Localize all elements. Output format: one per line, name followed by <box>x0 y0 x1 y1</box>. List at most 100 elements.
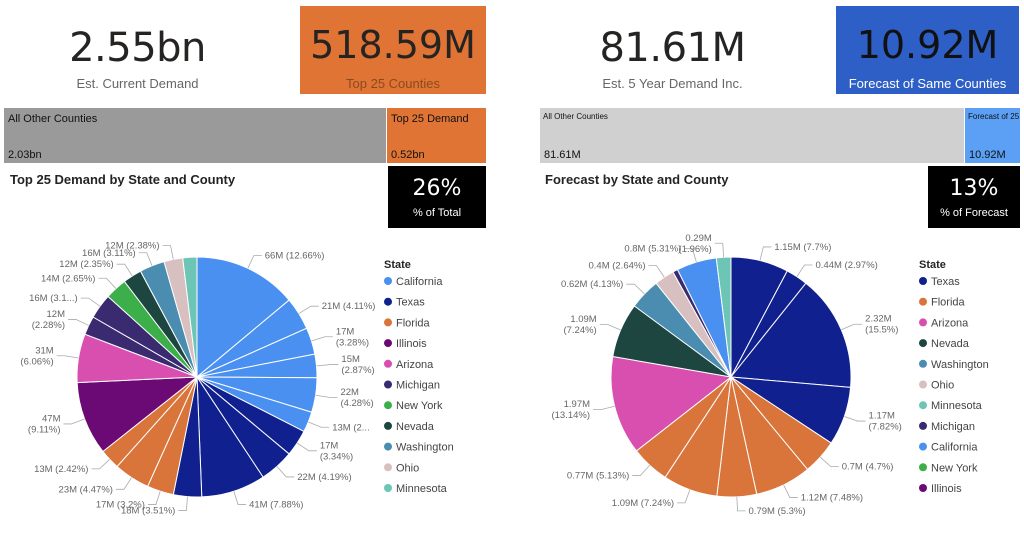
data-label: 17M (3.2%) <box>96 500 145 511</box>
card-value: 518.59M <box>310 23 476 67</box>
data-label: 1.09M (7.24%) <box>612 498 674 509</box>
right-section-title: Forecast by State and County <box>545 172 729 187</box>
forecast-same-counties-card: 10.92M Forecast of Same Counties <box>836 6 1019 94</box>
legend-item[interactable]: Ohio <box>931 380 954 392</box>
legend-item[interactable]: Minnesota <box>396 483 448 495</box>
legend-item[interactable]: Arizona <box>396 359 434 371</box>
data-label: 0.44M (2.97%) <box>816 260 878 271</box>
legend-marker <box>919 297 927 306</box>
data-label: 22M (4.19%) <box>297 472 351 483</box>
legend-1: State Texas Florida Arizona Nevada Washington… <box>919 259 989 495</box>
leader-line <box>599 324 621 331</box>
pie-slice-illinois[interactable] <box>76 376 199 453</box>
leader-line <box>67 319 89 326</box>
legend-item[interactable]: New York <box>931 462 978 474</box>
pct-label: % of Total <box>412 207 462 219</box>
leader-line <box>63 418 85 425</box>
data-label: 41M (7.88%) <box>249 500 303 511</box>
data-label: 66M (12.66%) <box>265 251 325 262</box>
pct-label: % of Forecast <box>940 207 1008 219</box>
bar-all-other-counties-forecast[interactable]: All Other Counties 81.61M <box>540 108 964 163</box>
leader-line <box>162 245 174 260</box>
leader-line <box>593 405 615 411</box>
bar-value: 2.03bn <box>8 149 42 161</box>
leader-line <box>759 246 772 261</box>
legend-item[interactable]: Florida <box>396 317 431 329</box>
leader-line <box>648 265 665 278</box>
legend-item[interactable]: Texas <box>396 297 425 309</box>
legend-marker <box>919 339 927 348</box>
leader-line <box>796 264 813 277</box>
bar-label: All Other Counties <box>8 113 98 125</box>
legend-item[interactable]: Arizona <box>931 317 969 329</box>
leader-line <box>315 394 338 398</box>
bar-top25-demand[interactable]: Top 25 Demand 0.52bn <box>387 108 486 163</box>
legend-item[interactable]: Michigan <box>396 380 440 392</box>
legend-item[interactable]: Washington <box>396 442 454 454</box>
pie-slice-minnesota[interactable] <box>182 256 198 378</box>
data-label: 17M (3.34%) <box>320 440 353 462</box>
legend-item[interactable]: California <box>931 442 978 454</box>
legend-marker <box>384 359 392 368</box>
data-label: 22M (4.28%) <box>340 387 373 409</box>
leader-line <box>276 466 295 478</box>
legend-marker <box>919 277 927 285</box>
data-label: 1.09M (7.24%) <box>563 314 596 336</box>
pct-value: 13% <box>949 176 999 201</box>
legend-item[interactable]: Illinois <box>931 483 962 495</box>
legend-marker <box>919 359 927 368</box>
legend-item[interactable]: Michigan <box>931 421 975 433</box>
legend-marker <box>384 421 392 430</box>
legend-marker <box>384 463 392 472</box>
est-current-demand-kpi: 2.55bn Est. Current Demand <box>30 28 245 91</box>
legend-marker <box>919 421 927 430</box>
legend-marker <box>919 401 927 410</box>
pie-slice-texas[interactable] <box>730 282 852 388</box>
leader-line <box>714 242 725 258</box>
bar-forecast-of-25[interactable]: Forecast of 25 10.92M <box>965 108 1020 163</box>
bar-all-other-counties[interactable]: All Other Counties 2.03bn <box>4 108 386 163</box>
leader-line <box>841 323 863 331</box>
legend-marker <box>384 401 392 410</box>
data-label: 0.29M (1.96%) <box>679 233 712 255</box>
legend-item[interactable]: Nevada <box>931 338 970 350</box>
data-label: 1.17M (7.82%) <box>869 411 902 433</box>
legend-item[interactable]: Nevada <box>396 421 435 433</box>
leader-line <box>91 458 110 470</box>
bar-value: 81.61M <box>544 149 581 161</box>
legend-marker <box>384 297 392 306</box>
data-label: 1.15M (7.7%) <box>774 242 831 253</box>
legend-item[interactable]: California <box>396 276 443 288</box>
legend-marker <box>384 318 392 327</box>
legend-item[interactable]: Texas <box>931 276 960 288</box>
leader-line <box>632 465 651 476</box>
leader-line <box>677 489 691 504</box>
legend-marker <box>919 463 927 472</box>
legend-item[interactable]: Ohio <box>396 462 419 474</box>
leader-line <box>138 252 153 266</box>
top25-counties-card: 518.59M Top 25 Counties <box>300 6 486 94</box>
legend-item[interactable]: Illinois <box>396 338 427 350</box>
kpi-value: 2.55bn <box>69 25 206 71</box>
left-section-title: Top 25 Demand by State and County <box>10 172 236 187</box>
kpi-label: Est. 5 Year Demand Inc. <box>602 76 743 91</box>
legend-marker <box>919 442 927 451</box>
data-label: 47M (9.11%) <box>28 413 61 435</box>
legend-item[interactable]: Florida <box>931 297 966 309</box>
pie-slice-arizona[interactable] <box>610 355 733 452</box>
legend-marker <box>919 484 927 492</box>
card-label: Forecast of Same Counties <box>848 76 1007 91</box>
bar-label: All Other Counties <box>543 112 608 121</box>
legend-title: State <box>919 259 946 271</box>
legend-item[interactable]: New York <box>396 400 443 412</box>
legend-marker <box>384 380 392 389</box>
legend-item[interactable]: Washington <box>931 359 989 371</box>
pie-chart-0: 66M (12.66%) 21M (4.11%) 17M (3.28%) 15M (2.8… <box>20 241 375 517</box>
data-label: 31M (6.06%) <box>20 345 53 367</box>
data-label: 18M (3.51%) <box>121 506 175 517</box>
pie-slice-minnesota[interactable] <box>715 256 732 378</box>
bar-value: 0.52bn <box>391 149 425 161</box>
legend-item[interactable]: Minnesota <box>931 400 983 412</box>
bar-value: 10.92M <box>969 149 1006 161</box>
